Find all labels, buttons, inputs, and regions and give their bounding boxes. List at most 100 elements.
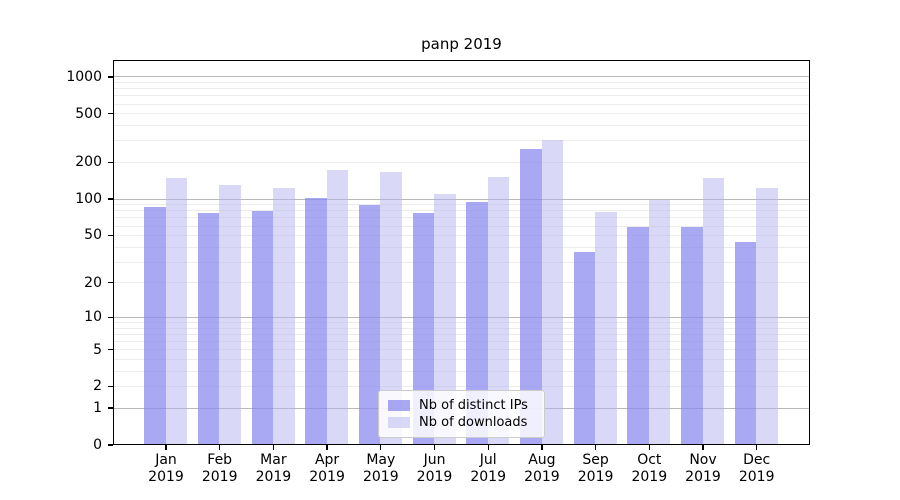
bar-aug-distinct-ips: [520, 148, 542, 444]
bar-mar-downloads: [273, 188, 295, 444]
x-axis-tick-label-sep: Sep 2019: [577, 452, 614, 485]
y-axis-tick: [108, 161, 113, 164]
bar-feb-downloads: [219, 184, 241, 444]
gridline-minor: [114, 246, 809, 248]
y-axis-tick-label: 0: [93, 437, 102, 453]
x-axis-tick-label-oct: Oct 2019: [631, 452, 668, 485]
gridline-major: [114, 198, 809, 200]
y-axis-tick: [108, 113, 113, 115]
bar-sep-distinct-ips: [573, 251, 596, 444]
bar-apr-distinct-ips: [305, 197, 327, 444]
bar-jul-downloads: [487, 177, 510, 444]
y-axis-tick-label: 200: [75, 154, 102, 171]
legend-swatch-downloads: [388, 417, 410, 428]
gridline-minor: [114, 140, 809, 142]
x-axis-tick-label-jun: Jun 2019: [416, 452, 453, 485]
x-axis-tick: [648, 445, 650, 450]
gridline-minor: [114, 217, 809, 219]
x-axis-tick: [165, 445, 167, 450]
gridline-minor: [114, 282, 809, 284]
bar-nov-distinct-ips: [681, 226, 703, 444]
y-axis-tick: [108, 348, 113, 351]
legend-swatch-distinct-ips: [388, 400, 410, 411]
y-axis-tick: [108, 234, 113, 237]
gridline-minor: [114, 225, 809, 227]
x-axis-tick-label-may: May 2019: [362, 452, 399, 485]
y-axis-tick: [108, 407, 113, 409]
gridline-minor: [114, 333, 809, 335]
bar-oct-distinct-ips: [627, 226, 649, 444]
y-axis-tick: [108, 198, 113, 200]
gridline-minor: [114, 204, 809, 206]
bar-sep-downloads: [595, 211, 617, 444]
gridline-minor: [114, 82, 809, 84]
legend-item-downloads: Nb of downloads: [388, 414, 534, 431]
x-axis-tick-label-dec: Dec 2019: [738, 452, 775, 485]
x-axis-tick: [219, 445, 221, 450]
bar-mar-distinct-ips: [251, 210, 273, 444]
gridline-minor: [114, 235, 809, 237]
x-axis-tick-label-nov: Nov 2019: [685, 452, 721, 485]
gridline-minor: [114, 113, 809, 115]
gridline-major: [114, 76, 809, 78]
bar-dec-distinct-ips: [734, 242, 757, 444]
bar-jul-distinct-ips: [466, 202, 488, 444]
x-axis-tick-label-mar: Mar 2019: [255, 452, 292, 485]
bar-apr-downloads: [326, 169, 349, 444]
y-axis-tick-label: 5: [93, 341, 102, 358]
gridline-minor: [114, 321, 809, 323]
gridline-minor: [114, 103, 809, 105]
y-axis-tick: [108, 385, 113, 388]
gridline-minor: [114, 340, 809, 342]
x-axis-tick-label-jul: Jul 2019: [470, 452, 506, 485]
x-axis-tick-label-feb: Feb 2019: [201, 452, 238, 485]
x-axis-tick: [326, 445, 328, 450]
gridline-minor: [114, 261, 809, 263]
x-axis-tick: [272, 445, 275, 450]
x-axis-tick-label-aug: Aug 2019: [524, 452, 560, 485]
x-axis-tick: [702, 445, 704, 450]
bar-jan-downloads: [165, 178, 188, 444]
y-axis-tick-label: 500: [75, 105, 102, 122]
x-axis-tick: [380, 445, 382, 450]
x-axis-tick-label-jan: Jan 2019: [148, 452, 184, 485]
gridline-minor: [114, 161, 809, 163]
chart-title: panp 2019: [421, 35, 502, 53]
bar-jan-distinct-ips: [144, 207, 166, 444]
y-axis-tick: [108, 316, 113, 318]
y-axis-tick-label: 10: [84, 309, 102, 326]
bar-dec-downloads: [756, 187, 778, 444]
x-axis-tick: [433, 445, 436, 450]
y-axis-tick-label: 100: [75, 191, 102, 208]
bar-may-distinct-ips: [358, 205, 381, 444]
bar-oct-downloads: [648, 200, 671, 444]
y-axis-tick-label: 50: [84, 227, 102, 244]
y-axis-tick: [108, 282, 113, 284]
bar-jun-downloads: [434, 193, 456, 444]
bar-nov-downloads: [702, 178, 725, 444]
x-axis-tick-label-apr: Apr 2019: [309, 452, 345, 485]
gridline-minor: [114, 125, 809, 127]
x-axis-tick: [756, 445, 758, 450]
bar-feb-distinct-ips: [197, 213, 220, 444]
x-axis-tick: [541, 445, 543, 450]
bar-aug-downloads: [541, 139, 563, 444]
legend-item-distinct-ips: Nb of distinct IPs: [388, 397, 534, 414]
y-axis-tick-label: 1: [93, 400, 102, 417]
y-axis-tick-label: 1000: [66, 68, 102, 85]
legend-label-distinct-ips: Nb of distinct IPs: [419, 398, 528, 413]
gridline-major: [114, 316, 809, 318]
bar-may-downloads: [380, 171, 402, 444]
x-axis-tick: [487, 445, 489, 450]
x-axis-tick: [594, 445, 597, 450]
plot-area: [113, 60, 810, 445]
bar-jun-distinct-ips: [412, 213, 435, 444]
y-axis-tick: [108, 76, 113, 78]
gridline-minor: [114, 210, 809, 212]
gridline-minor: [114, 349, 809, 351]
gridline-minor: [114, 370, 809, 372]
y-axis-tick-label: 20: [84, 274, 102, 291]
legend-label-downloads: Nb of downloads: [419, 415, 528, 430]
gridline-minor: [114, 88, 809, 90]
